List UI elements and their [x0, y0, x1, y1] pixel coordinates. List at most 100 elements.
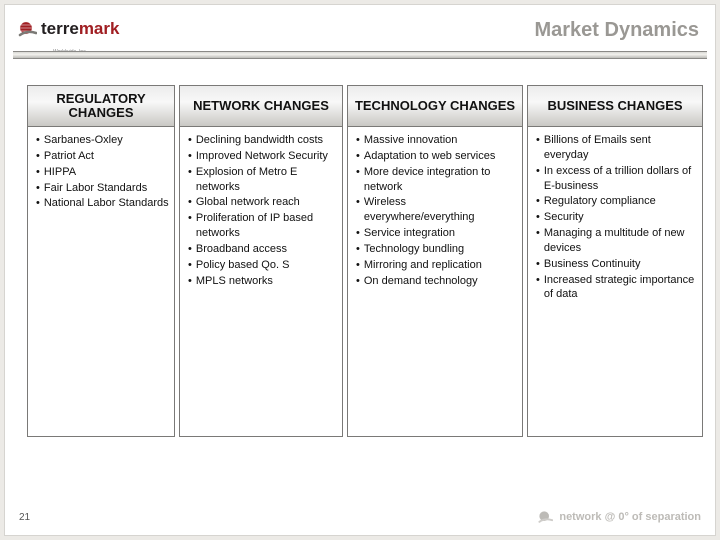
- list-item-text: Proliferation of IP based networks: [196, 211, 338, 241]
- brand-wordmark: terremark: [41, 19, 119, 39]
- list-item: • Policy based Qo. S: [188, 258, 338, 273]
- bullet-icon: •: [356, 195, 360, 210]
- bullet-icon: •: [188, 149, 192, 164]
- column-body: • Billions of Emails sent everyday • In exc…: [527, 127, 703, 437]
- list-item: • Regulatory compliance: [536, 194, 698, 209]
- list-item-text: In excess of a trillion dollars of E-bus…: [544, 164, 698, 194]
- list-item-text: More device integration to network: [364, 165, 518, 195]
- column-body: •Declining bandwidth costs•Improved Netw…: [179, 127, 343, 437]
- list-item-text: Improved Network Security: [196, 149, 338, 164]
- list-item: • More device integration to network: [356, 165, 518, 195]
- list-item-text: Policy based Qo. S: [196, 258, 338, 273]
- list-item: • MPLS networks: [188, 274, 338, 289]
- list-item: •National Labor Standards: [36, 196, 170, 211]
- bullet-icon: •: [356, 258, 360, 273]
- brand-suffix: mark: [79, 19, 120, 38]
- list-item: • Fair Labor Standards: [36, 181, 170, 196]
- list-item: • Explosion of Metro E networks: [188, 165, 338, 195]
- bullet-icon: •: [36, 196, 40, 211]
- bullet-icon: •: [536, 273, 540, 288]
- column-technology: TECHNOLOGY CHANGES • Massive innovation•A…: [347, 85, 523, 437]
- bullet-icon: •: [356, 165, 360, 180]
- page-title: Market Dynamics: [534, 19, 699, 42]
- list-item: • Security: [536, 210, 698, 225]
- bullet-icon: •: [356, 149, 360, 164]
- header-divider: [13, 51, 707, 59]
- list-item: • Business Continuity: [536, 257, 698, 272]
- list-item: • Technology bundling: [356, 242, 518, 257]
- list-item-text: Service integration: [364, 226, 518, 241]
- list-item-text: Declining bandwidth costs: [196, 133, 338, 148]
- list-item: • Mirroring and replication: [356, 258, 518, 273]
- list-item-text: Billions of Emails sent everyday: [544, 133, 698, 163]
- bullet-icon: •: [536, 226, 540, 241]
- bullet-icon: •: [36, 181, 40, 196]
- list-item: • In excess of a trillion dollars of E-bu…: [536, 164, 698, 194]
- list-item-text: Managing a multitude of new devices: [544, 226, 698, 256]
- list-item-text: Global network reach: [196, 195, 338, 210]
- bullet-icon: •: [356, 242, 360, 257]
- list-item: • Service integration: [356, 226, 518, 241]
- bullet-icon: •: [188, 258, 192, 273]
- column-header: NETWORK CHANGES: [179, 85, 343, 127]
- list-item-text: Massive innovation: [364, 133, 518, 148]
- bullet-icon: •: [536, 164, 540, 179]
- list-item-text: Technology bundling: [364, 242, 518, 257]
- list-item-text: Mirroring and replication: [364, 258, 518, 273]
- list-item: • Managing a multitude of new devices: [536, 226, 698, 256]
- list-item-text: MPLS networks: [196, 274, 338, 289]
- list-item: • Broadband access: [188, 242, 338, 257]
- list-item-text: Explosion of Metro E networks: [196, 165, 338, 195]
- brand-prefix: terre: [41, 19, 79, 38]
- bullet-icon: •: [36, 149, 40, 164]
- globe-icon: [537, 509, 553, 525]
- bullet-icon: •: [36, 133, 40, 148]
- list-item: • Patriot Act: [36, 149, 170, 164]
- column-header: REGULATORY CHANGES: [27, 85, 175, 127]
- column-business: BUSINESS CHANGES • Billions of Emails sen…: [527, 85, 703, 437]
- list-item-text: Patriot Act: [44, 149, 170, 164]
- bullet-icon: •: [536, 257, 540, 272]
- list-item-text: Broadband access: [196, 242, 338, 257]
- list-item-text: HIPPA: [44, 165, 170, 180]
- list-item: •HIPPA: [36, 165, 170, 180]
- list-item-text: Regulatory compliance: [544, 194, 698, 209]
- column-network: NETWORK CHANGES •Declining bandwidth cos…: [179, 85, 343, 437]
- bullet-icon: •: [188, 274, 192, 289]
- column-header: TECHNOLOGY CHANGES: [347, 85, 523, 127]
- slide-header: terremark Worldwide, Inc. Market Dynamic…: [5, 5, 715, 59]
- list-item-text: Wireless everywhere/everything: [364, 195, 518, 225]
- column-header: BUSINESS CHANGES: [527, 85, 703, 127]
- list-item-text: Sarbanes-Oxley: [44, 133, 170, 148]
- bullet-icon: •: [188, 165, 192, 180]
- bullet-icon: •: [536, 133, 540, 148]
- footer-text: network @ 0° of separation: [559, 511, 701, 523]
- brand-logo: terremark Worldwide, Inc.: [17, 19, 119, 39]
- list-item: • Massive innovation: [356, 133, 518, 148]
- list-item: • Wireless everywhere/everything: [356, 195, 518, 225]
- bullet-icon: •: [356, 274, 360, 289]
- bullet-icon: •: [536, 194, 540, 209]
- column-body: •Sarbanes-Oxley•Patriot Act•HIPPA•Fair L…: [27, 127, 175, 437]
- column-regulatory: REGULATORY CHANGES • Sarbanes-Oxley • Patri…: [27, 85, 175, 437]
- footer-brand: network @ 0° of separation: [537, 509, 701, 525]
- list-item: •Declining bandwidth costs: [188, 133, 338, 148]
- columns-container: REGULATORY CHANGES • Sarbanes-Oxley • Patri…: [27, 85, 701, 437]
- page-number: 21: [19, 512, 30, 523]
- list-item-text: Increased strategic importance of data: [544, 273, 698, 303]
- list-item: • Improved Network Security: [188, 149, 338, 164]
- list-item: •Adaptation to web services: [356, 149, 518, 164]
- list-item: • On demand technology: [356, 274, 518, 289]
- bullet-icon: •: [356, 133, 360, 148]
- list-item-text: Business Continuity: [544, 257, 698, 272]
- list-item: •Proliferation of IP based networks: [188, 211, 338, 241]
- list-item: •Global network reach: [188, 195, 338, 210]
- slide: terremark Worldwide, Inc. Market Dynamic…: [4, 4, 716, 536]
- bullet-icon: •: [356, 226, 360, 241]
- list-item-text: On demand technology: [364, 274, 518, 289]
- list-item: • Billions of Emails sent everyday: [536, 133, 698, 163]
- list-item-text: Security: [544, 210, 698, 225]
- bullet-icon: •: [188, 242, 192, 257]
- bullet-icon: •: [536, 210, 540, 225]
- list-item-text: Fair Labor Standards: [44, 181, 170, 196]
